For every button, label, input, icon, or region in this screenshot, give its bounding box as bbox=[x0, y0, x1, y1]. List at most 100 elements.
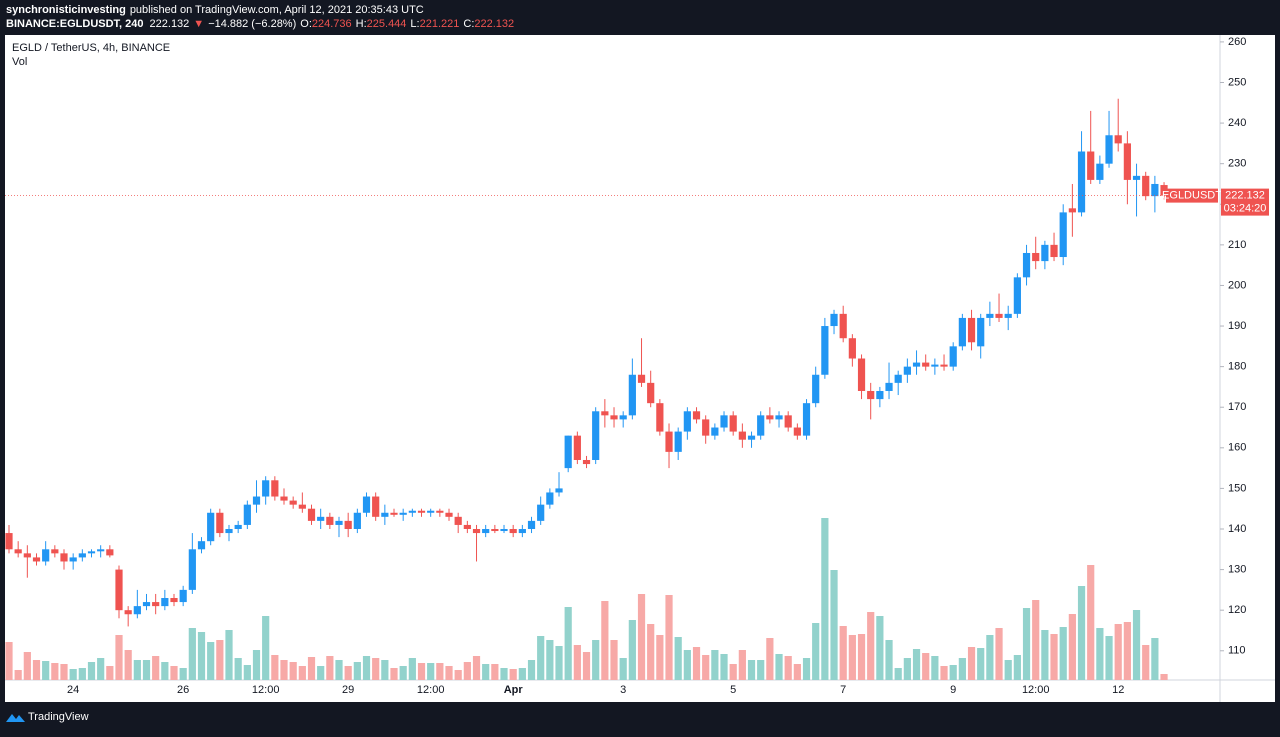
volume-bar bbox=[106, 666, 114, 680]
volume-bar bbox=[1041, 630, 1049, 680]
y-tick-label: 230 bbox=[1228, 158, 1246, 170]
volume-bar bbox=[958, 658, 966, 680]
volume-bar bbox=[683, 650, 691, 680]
volume-bar bbox=[427, 663, 435, 680]
volume-bar bbox=[986, 635, 994, 680]
volume-bar bbox=[876, 616, 884, 680]
volume-bar bbox=[912, 649, 921, 680]
x-tick-label: 9 bbox=[950, 684, 956, 696]
candle-body bbox=[78, 553, 86, 558]
volume-bar bbox=[967, 647, 976, 680]
volume-bar bbox=[637, 594, 646, 680]
y-tick-label: 200 bbox=[1228, 279, 1246, 291]
volume-bar bbox=[1114, 624, 1122, 680]
ohlc-label: C: bbox=[463, 18, 474, 30]
candle-body bbox=[1105, 135, 1113, 164]
volume-bar bbox=[472, 656, 481, 680]
volume-bar bbox=[179, 668, 187, 680]
volume-bar bbox=[573, 645, 581, 680]
candle-body bbox=[665, 431, 673, 452]
volume-bar bbox=[1160, 674, 1168, 680]
candle-body bbox=[399, 512, 407, 515]
header-bar bbox=[0, 0, 1280, 35]
candle-body bbox=[353, 512, 361, 529]
change: −14.882 (−6.28%) bbox=[208, 18, 296, 30]
candle-body bbox=[1013, 277, 1021, 314]
candle-body bbox=[106, 549, 114, 556]
volume-bar bbox=[207, 642, 215, 680]
y-tick-label: 160 bbox=[1228, 442, 1246, 454]
volume-bar bbox=[720, 654, 728, 680]
volume-bar bbox=[216, 640, 224, 680]
candle-body bbox=[802, 403, 811, 436]
candle-body bbox=[537, 504, 545, 521]
candle-body bbox=[472, 528, 481, 534]
volume-bar bbox=[821, 518, 829, 680]
volume-bar bbox=[326, 656, 334, 680]
candle-body bbox=[262, 480, 270, 497]
candle-body bbox=[5, 533, 13, 550]
candle-body bbox=[821, 326, 829, 375]
y-tick-label: 180 bbox=[1228, 361, 1246, 373]
candle-body bbox=[280, 496, 288, 501]
candle-body bbox=[692, 411, 701, 420]
author: synchronisticinvesting bbox=[6, 4, 126, 16]
candle-body bbox=[1022, 252, 1031, 278]
volume-bar bbox=[1050, 634, 1058, 680]
volume-bar bbox=[1004, 660, 1012, 680]
candle-body bbox=[1068, 208, 1076, 213]
volume-bar bbox=[353, 662, 361, 680]
y-tick-label: 130 bbox=[1228, 563, 1246, 575]
x-tick-label: 24 bbox=[67, 684, 79, 696]
volume-bar bbox=[234, 658, 242, 680]
volume-bar bbox=[848, 635, 856, 680]
volume-bar bbox=[784, 656, 792, 680]
candle-body bbox=[372, 496, 380, 517]
y-tick-label: 190 bbox=[1228, 320, 1246, 332]
candle-body bbox=[179, 589, 187, 603]
candle-body bbox=[491, 528, 499, 532]
candle-body bbox=[977, 317, 985, 347]
x-tick-label: 12:00 bbox=[417, 684, 445, 696]
candle-body bbox=[1059, 212, 1067, 258]
volume-bar bbox=[436, 663, 444, 680]
candle-body bbox=[225, 528, 233, 534]
candle-body bbox=[188, 549, 196, 590]
candle-body bbox=[757, 415, 765, 436]
candle-body bbox=[445, 512, 453, 517]
candle-body bbox=[197, 541, 206, 550]
volume-bar bbox=[610, 640, 618, 680]
volume-bar bbox=[23, 652, 31, 680]
volume-bar bbox=[307, 657, 316, 680]
volume-bar bbox=[775, 654, 783, 680]
volume-bar bbox=[225, 630, 233, 680]
ohlc-value: 225.444 bbox=[367, 18, 407, 30]
candle-body bbox=[582, 459, 591, 465]
candle-body bbox=[454, 516, 462, 525]
volume-bar bbox=[1151, 638, 1159, 680]
symbol-box bbox=[1166, 188, 1218, 203]
volume-bar bbox=[399, 666, 407, 680]
volume-bar bbox=[1087, 565, 1095, 680]
volume-bar bbox=[546, 640, 554, 680]
candle-body bbox=[381, 512, 389, 517]
volume-bar bbox=[674, 637, 682, 680]
candle-body bbox=[133, 606, 141, 615]
candle-body bbox=[747, 435, 756, 440]
volume-bar bbox=[445, 666, 453, 680]
candle-body bbox=[243, 504, 251, 525]
volume-bar bbox=[197, 632, 206, 680]
candle-body bbox=[885, 382, 893, 391]
volume-bar bbox=[390, 668, 398, 680]
volume-bar bbox=[124, 650, 132, 680]
candle-body bbox=[784, 415, 792, 428]
x-tick-label: 12 bbox=[1112, 684, 1124, 696]
candle-body bbox=[903, 366, 911, 375]
candle-body bbox=[995, 313, 1003, 318]
candle-body bbox=[1142, 175, 1150, 197]
published: published on TradingView.com, April 12, … bbox=[130, 4, 424, 16]
candle-body bbox=[1041, 244, 1049, 262]
volume-bar bbox=[152, 656, 160, 680]
brand: TradingView bbox=[6, 711, 89, 723]
volume-bar bbox=[1105, 636, 1113, 680]
